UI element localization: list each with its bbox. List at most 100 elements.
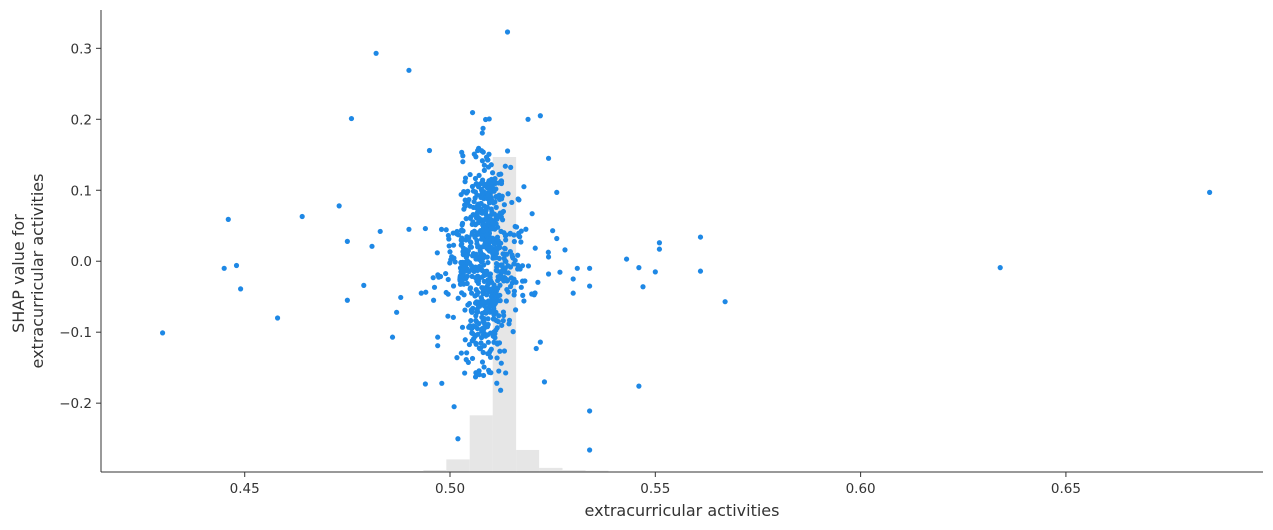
data-point [516,197,522,203]
data-point [457,277,463,284]
y-tick-label: −0.2 [59,396,92,412]
data-point [509,199,515,206]
data-point [465,302,471,308]
data-point [488,217,494,223]
data-point [479,310,486,316]
histogram-bar [516,449,540,472]
data-point [491,329,497,335]
data-point [502,246,508,252]
data-point [482,324,488,331]
data-point [493,250,500,257]
data-point [459,222,465,228]
data-point [545,271,552,277]
y-axis-label-line-1: SHAP value for [9,214,28,333]
y-axis-label-line-2: extracurricular activities [28,174,47,369]
data-point [537,339,543,345]
data-point [511,288,518,294]
data-point [502,163,508,169]
data-point [459,228,465,234]
data-point [511,232,517,238]
scatter-points-layer [159,29,1213,453]
data-point [485,244,491,251]
histogram-bar [446,459,470,472]
data-point [496,368,502,374]
data-point [389,334,396,340]
data-point [336,203,342,209]
data-point [485,281,491,287]
data-point [475,184,482,190]
x-tick-label: 0.50 [435,481,465,497]
data-point [533,345,539,352]
y-tick-label: 0.2 [71,112,92,128]
data-point [466,341,473,348]
data-point [431,284,438,290]
data-point [462,175,469,181]
data-point [464,273,470,279]
data-point [504,29,511,35]
data-point [480,125,486,131]
data-point [475,267,481,274]
data-point [443,270,449,277]
data-point [221,265,227,271]
data-point [504,286,510,293]
data-point [479,190,485,196]
data-point [511,292,517,298]
data-point [426,147,433,154]
y-tick-label: 0.3 [71,41,92,57]
data-point [486,197,492,203]
data-point [455,436,461,442]
data-point [474,291,480,298]
y-tick-label: 0.0 [71,254,92,270]
data-point [274,315,281,321]
data-point [479,130,485,136]
x-axis-label: extracurricular activities [585,501,780,520]
data-point [488,162,494,168]
data-point [505,263,511,269]
data-point [1207,189,1213,195]
data-point [554,235,560,242]
data-point [478,294,484,301]
data-point [487,348,493,354]
data-point [493,267,499,273]
data-point [652,269,658,275]
data-point [377,228,383,235]
histogram-bar [469,415,493,472]
data-point [468,318,474,324]
data-point [480,349,486,356]
data-point [498,360,504,366]
data-point [496,171,502,178]
data-point [470,253,476,259]
data-point [485,339,491,345]
data-point [466,235,472,241]
data-point [479,284,485,291]
data-point [483,226,490,233]
data-point [475,244,481,250]
data-point [469,330,475,336]
data-point [348,115,355,122]
data-point [494,380,500,386]
data-point [487,277,493,283]
data-point [447,249,453,255]
data-point [443,289,449,296]
data-point [521,184,527,190]
data-point [525,263,532,269]
data-point [506,317,513,323]
data-point [445,232,451,239]
data-point [461,206,467,212]
data-point [451,255,457,261]
data-point [498,275,504,281]
data-point [497,348,503,354]
data-point [486,238,492,244]
data-point [507,248,513,255]
data-point [523,226,529,232]
data-point [541,379,548,385]
data-point [570,276,576,282]
data-point [238,286,244,292]
data-point [473,313,479,319]
data-point [485,259,491,266]
data-point [478,335,485,341]
y-tick-label: 0.1 [71,183,92,199]
data-point [459,237,465,243]
data-point [483,306,490,312]
data-point [467,171,473,178]
